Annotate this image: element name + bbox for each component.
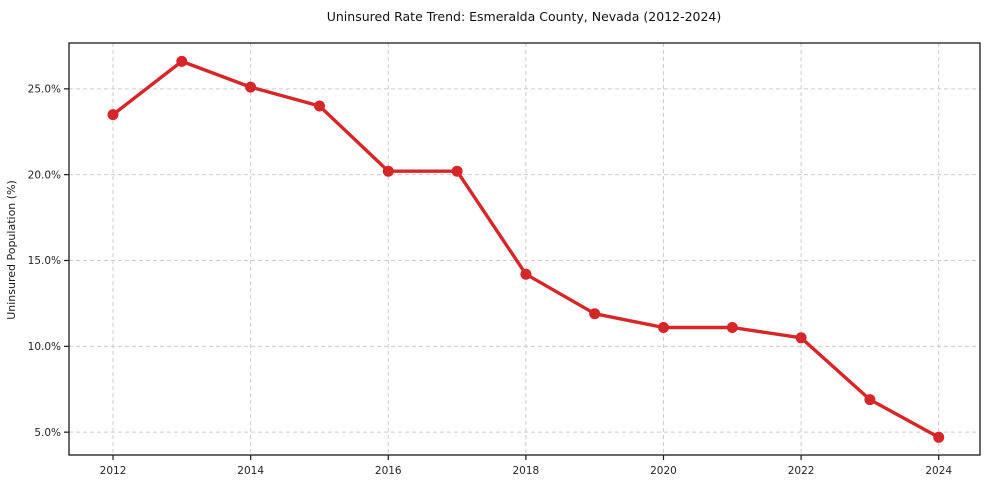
y-tick-label: 5.0% xyxy=(34,427,61,439)
data-point xyxy=(933,431,945,443)
x-tick-label: 2014 xyxy=(237,465,264,477)
y-tick-label: 25.0% xyxy=(28,84,61,96)
data-point xyxy=(864,394,876,406)
data-point xyxy=(451,165,463,177)
data-point xyxy=(520,268,532,280)
data-series xyxy=(107,55,945,443)
x-tick-label: 2024 xyxy=(925,465,952,477)
y-tick-label: 10.0% xyxy=(28,341,61,353)
data-point xyxy=(245,81,257,93)
tick-labels: 2012 2014 2016 2018 2020 2022 2024 5.0% 10.0% 15.… xyxy=(28,84,953,477)
y-tick-label: 15.0% xyxy=(28,255,61,267)
x-tick-label: 2020 xyxy=(650,465,677,477)
axes xyxy=(64,42,981,460)
data-point xyxy=(589,308,601,320)
data-point xyxy=(658,322,669,333)
data-point xyxy=(314,100,325,112)
data-point xyxy=(107,109,119,121)
y-axis-label: Uninsured Population (%) xyxy=(5,180,18,320)
x-tick-label: 2012 xyxy=(100,465,127,477)
y-tick-label: 20.0% xyxy=(28,169,61,181)
x-tick-label: 2022 xyxy=(788,465,815,477)
gridlines xyxy=(69,43,980,455)
plot-border xyxy=(68,42,981,456)
x-tick-label: 2018 xyxy=(513,465,540,477)
data-point xyxy=(726,322,738,333)
data-point xyxy=(795,332,807,344)
chart-title: Uninsured Rate Trend: Esmeralda County, … xyxy=(327,9,722,24)
data-point xyxy=(382,165,394,177)
data-point xyxy=(176,55,188,67)
x-tick-label: 2016 xyxy=(375,465,402,477)
